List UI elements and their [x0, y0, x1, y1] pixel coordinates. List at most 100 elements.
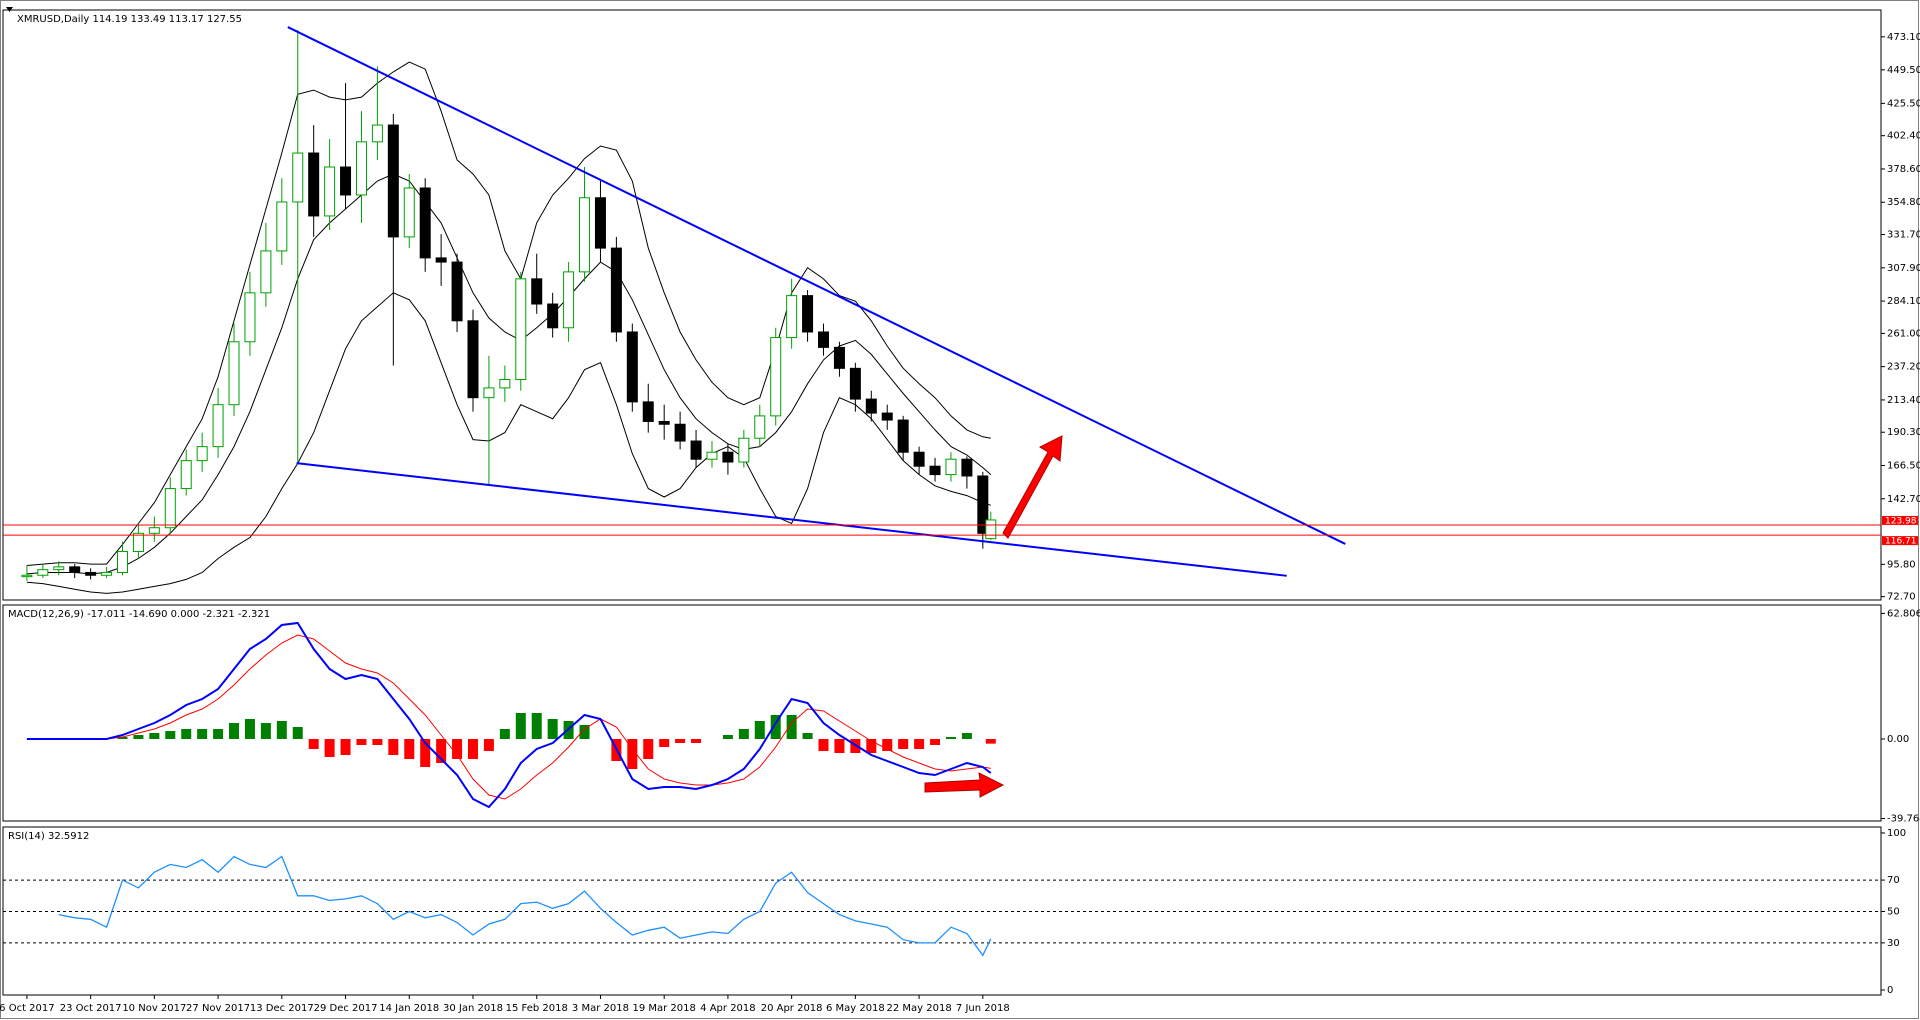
candle-body	[387, 124, 399, 238]
y-tick-label: 0	[1887, 985, 1893, 996]
y-tick-label: 213.40	[1887, 395, 1920, 406]
y-tick-label: 307.90	[1887, 263, 1920, 274]
macd-histogram-bar	[579, 725, 590, 739]
candle-body	[21, 574, 33, 578]
candle-body	[37, 569, 49, 576]
y-tick-label: 100	[1887, 828, 1906, 839]
trendline	[287, 26, 1346, 545]
candle-body	[228, 341, 240, 406]
x-tick-label: 4 Apr 2018	[700, 1003, 755, 1014]
candle-body	[674, 423, 686, 442]
x-tick-label: 10 Nov 2017	[122, 1003, 186, 1014]
y-tick-label: 284.10	[1887, 296, 1920, 307]
panel-title: XMRUSD,Daily 114.19 133.49 113.17 127.55	[17, 14, 242, 25]
candle-body	[881, 412, 893, 421]
candle-body	[833, 346, 845, 369]
macd-histogram-bar	[308, 739, 319, 749]
macd-histogram-bar	[356, 739, 367, 745]
macd-histogram-bar	[452, 739, 463, 759]
y-tick-label: 95.80	[1887, 559, 1916, 570]
macd-histogram-bar	[722, 735, 733, 739]
candle-body	[818, 331, 830, 348]
y-tick-label: 449.50	[1887, 65, 1920, 76]
candle-body	[658, 420, 670, 425]
macd-histogram-bar	[436, 739, 447, 763]
macd-histogram-bar	[691, 739, 702, 743]
macd-histogram-bar	[818, 739, 829, 751]
candle-body	[101, 571, 113, 576]
y-tick-label: 72.70	[1887, 592, 1916, 603]
macd-histogram-bar	[260, 723, 271, 739]
macd-histogram-bar	[531, 713, 542, 739]
macd-histogram-bar	[914, 739, 925, 749]
macd-histogram-bar	[404, 739, 415, 759]
macd-histogram-bar	[882, 739, 893, 751]
bollinger-lower	[26, 292, 991, 594]
candle-body	[403, 187, 415, 238]
price-level-label: 123.98	[1885, 516, 1917, 526]
macd-histogram-bar	[547, 719, 558, 739]
candle-body	[148, 527, 160, 534]
macd-histogram-bar	[499, 729, 510, 739]
candle-body	[180, 460, 192, 490]
candle-body	[85, 571, 97, 576]
candle-body	[547, 303, 559, 329]
y-tick-label: 354.80	[1887, 197, 1920, 208]
macd-histogram-bar	[945, 737, 956, 739]
y-tick-label: 70	[1887, 875, 1900, 886]
candle-body	[308, 152, 320, 217]
panel-frame	[2, 604, 1882, 822]
right-arrow-annotation	[924, 772, 1005, 798]
y-tick-label: 331.70	[1887, 230, 1920, 241]
macd-histogram-bar	[675, 739, 686, 743]
macd-histogram-bar	[292, 727, 303, 739]
y-tick-label: -39.764	[1887, 814, 1920, 825]
y-tick-label: 425.50	[1887, 98, 1920, 109]
candle-body	[579, 197, 591, 273]
x-tick-label: 23 Oct 2017	[60, 1003, 122, 1014]
candle-body	[483, 387, 495, 399]
macd-histogram-bar	[961, 733, 972, 739]
macd-histogram-bar	[770, 715, 781, 739]
candle-body	[802, 295, 814, 333]
x-tick-label: 14 Jan 2018	[379, 1003, 439, 1014]
candle-body	[754, 415, 766, 439]
candle-body	[865, 398, 877, 414]
y-tick-label: 30	[1887, 938, 1900, 949]
y-tick-label: 166.50	[1887, 461, 1920, 472]
macd-histogram-bar	[930, 739, 941, 745]
candle-body	[371, 124, 383, 143]
candle-body	[244, 292, 256, 343]
candle-body	[132, 532, 144, 552]
panel-frame	[2, 9, 1882, 601]
candle-body	[563, 271, 575, 329]
x-tick-label: 13 Dec 2017	[250, 1003, 314, 1014]
macd-histogram-bar	[834, 739, 845, 753]
x-tick-label: 19 Mar 2018	[632, 1003, 695, 1014]
macd-histogram-bar	[659, 739, 670, 747]
x-tick-label: 6 Oct 2017	[0, 1003, 55, 1014]
price-level-box	[1882, 536, 1918, 546]
macd-histogram-bar	[467, 739, 478, 759]
macd-histogram-bar	[133, 735, 144, 739]
price-level-box	[1882, 515, 1918, 525]
y-tick-label: 237.20	[1887, 362, 1920, 373]
macd-histogram-bar	[515, 713, 526, 739]
macd-histogram-bar	[372, 739, 383, 745]
candle-body	[212, 404, 224, 448]
price-level-label: 116.71	[1885, 537, 1917, 547]
macd-main-line	[26, 621, 992, 809]
macd-histogram-bar	[738, 729, 749, 739]
macd-histogram-bar	[213, 729, 224, 739]
y-tick-label: 402.40	[1887, 131, 1920, 142]
x-tick-label: 6 May 2018	[826, 1003, 885, 1014]
macd-signal-line	[26, 634, 991, 800]
candle-body	[690, 440, 702, 460]
macd-histogram-bar	[149, 733, 160, 739]
y-tick-label: 261.00	[1887, 328, 1920, 339]
candle-body	[435, 257, 447, 263]
candle-body	[116, 550, 128, 573]
